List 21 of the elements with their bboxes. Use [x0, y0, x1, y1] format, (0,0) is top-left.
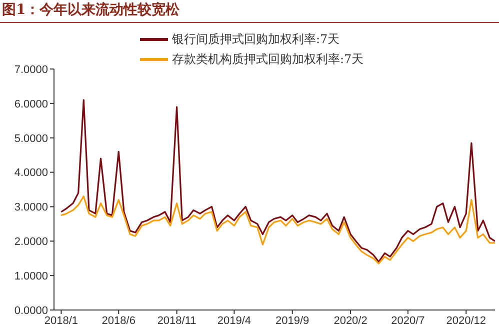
- y-tick-label: 1.0000: [14, 270, 48, 282]
- x-tick-label: 2018/11: [157, 314, 196, 327]
- x-tick-label: 2020/12: [446, 314, 486, 327]
- y-tick-label: 3.0000: [14, 202, 48, 214]
- x-tick-label: 2019/9: [276, 314, 310, 327]
- y-tick-label: 4.0000: [14, 167, 48, 180]
- y-tick-label: 6.0000: [14, 98, 48, 110]
- line-series: [60, 196, 495, 264]
- y-tick-label: 7.0000: [14, 64, 48, 76]
- x-tick-label: 2020/7: [391, 314, 425, 327]
- legend-label: 银行间质押式回购加权利率:7天: [172, 31, 340, 48]
- x-tick-label: 2020/2: [334, 314, 368, 327]
- x-tick-label: 2019/4: [217, 314, 252, 327]
- line-series: [60, 99, 495, 263]
- chart-title: 图1：今年以来流动性较宽松: [1, 0, 181, 20]
- y-tick-label: 2.0000: [14, 236, 48, 248]
- x-tick-label: 2018/1: [44, 314, 78, 327]
- x-tick-label: 2018/6: [102, 314, 136, 327]
- legend-label: 存款类机构质押式回购加权利率:7天: [172, 51, 364, 68]
- y-tick-label: 5.0000: [14, 132, 48, 145]
- y-tick-label: 0.0000: [14, 304, 48, 317]
